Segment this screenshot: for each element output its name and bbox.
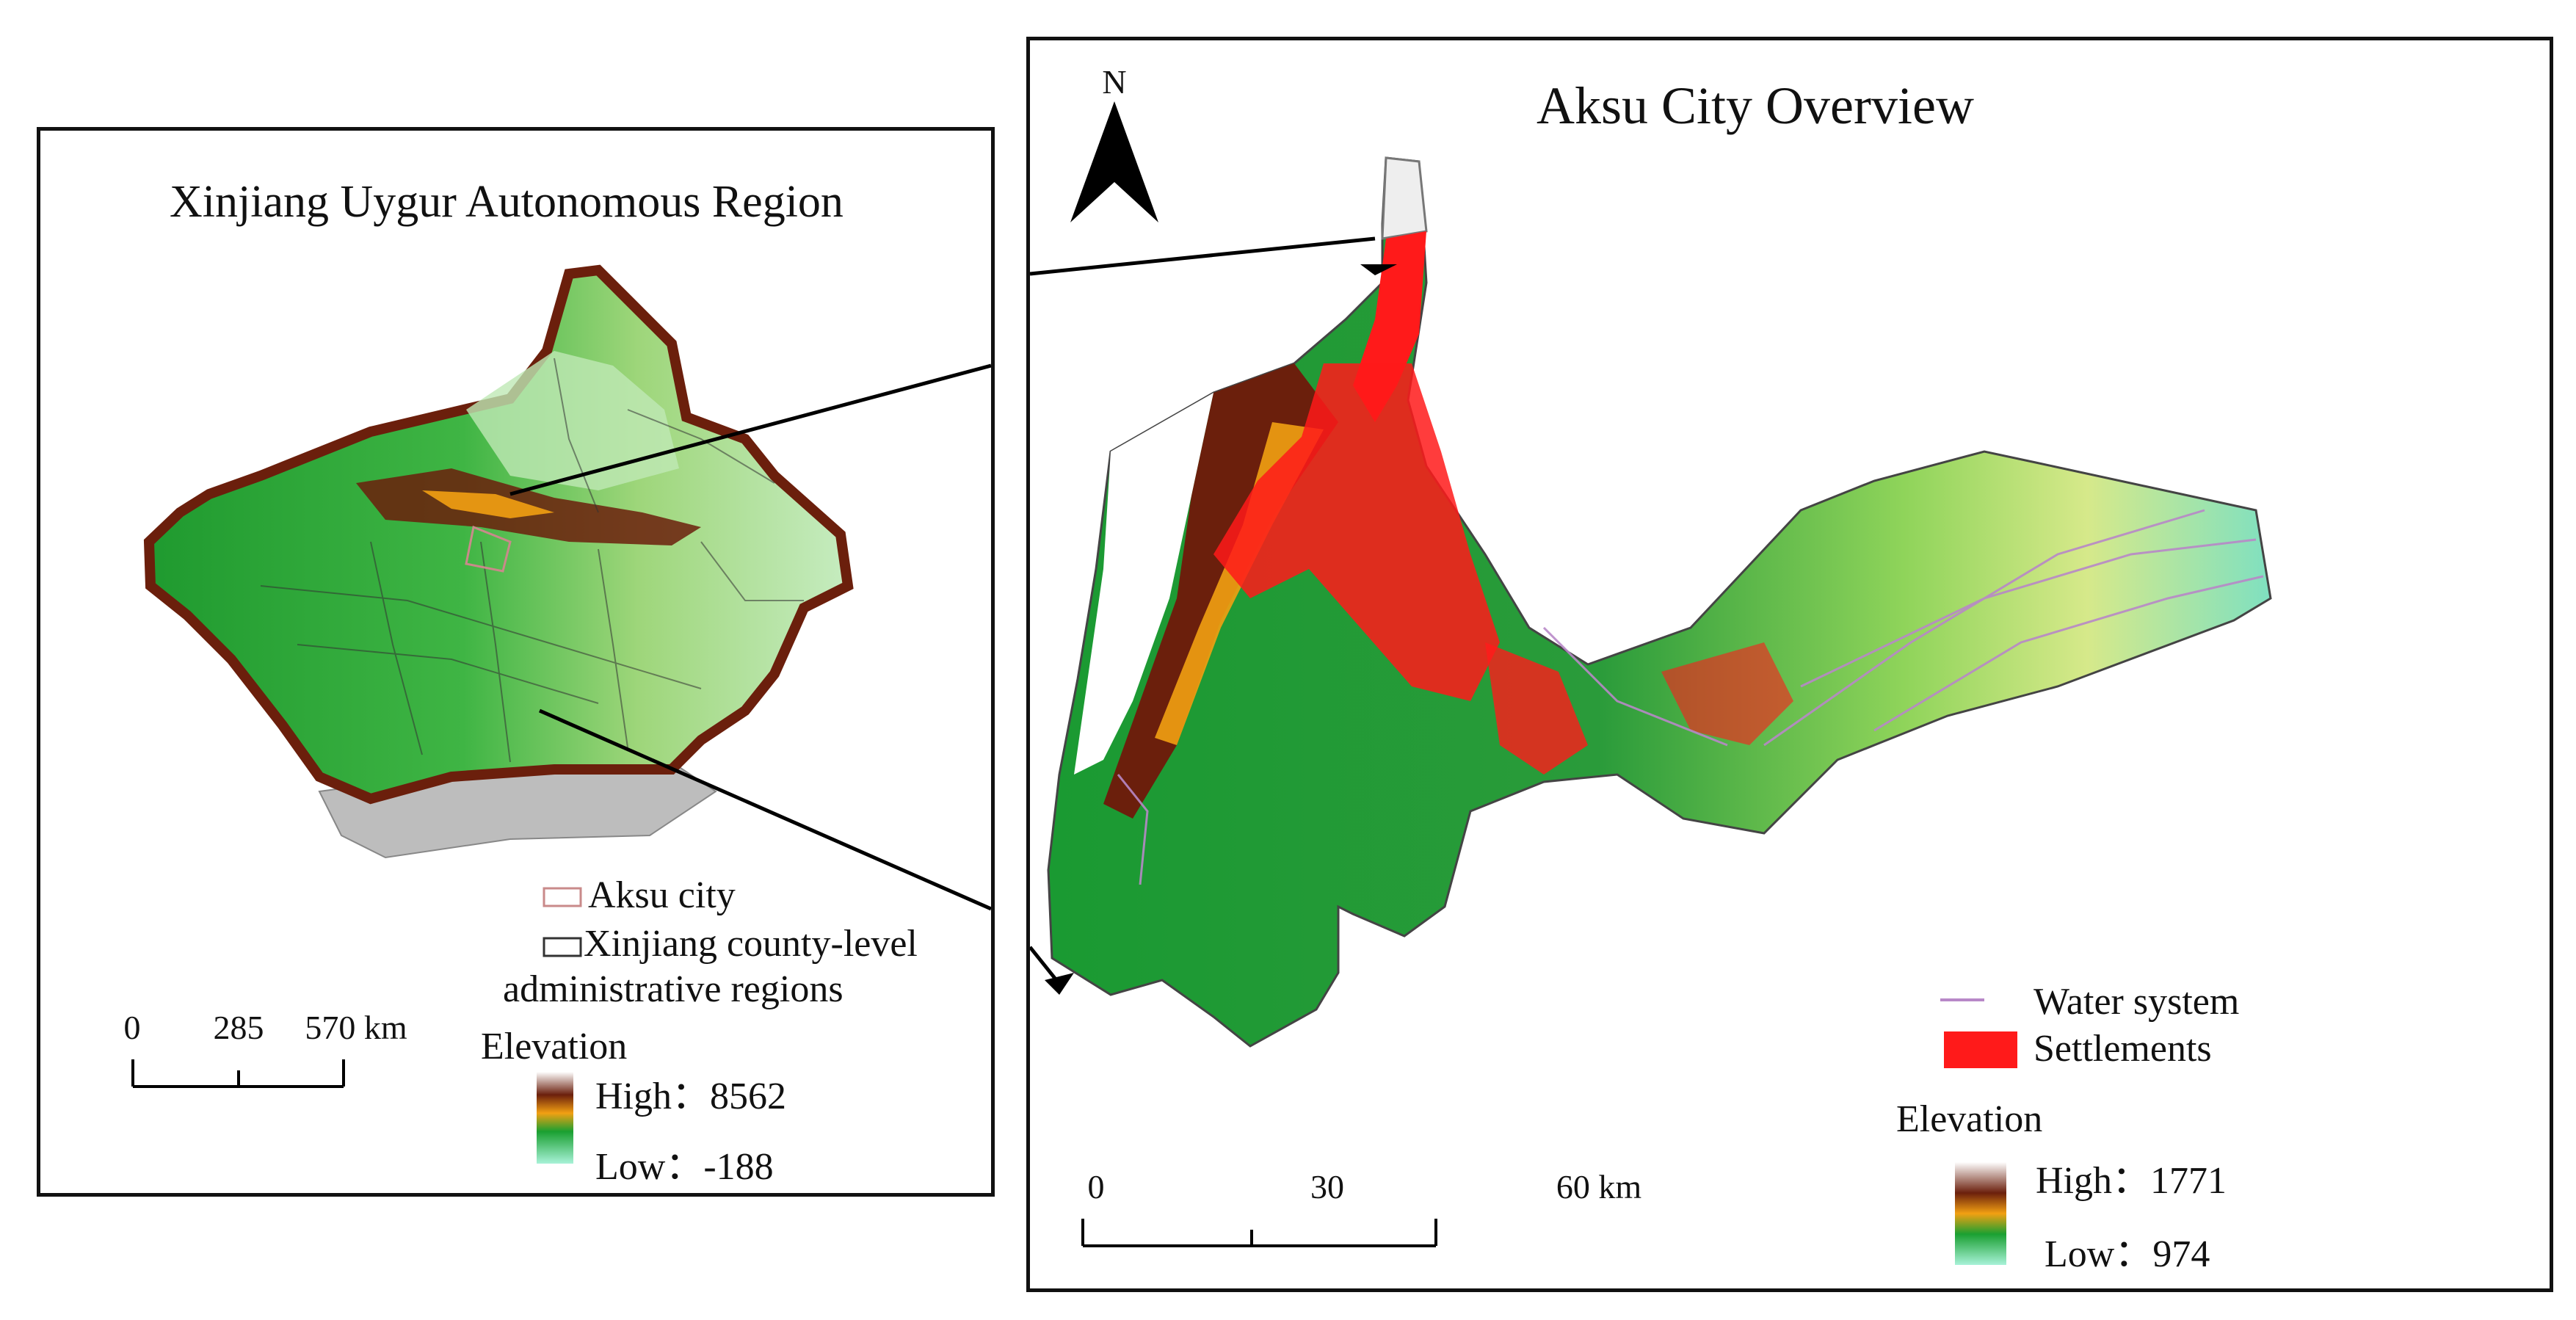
xinjiang-elevation-ramp bbox=[537, 1072, 573, 1164]
connector-arrowhead-top bbox=[1360, 264, 1397, 275]
xinjiang-elevation-title: Elevation bbox=[481, 1026, 628, 1067]
xinjiang-scale-tick-1: 285 bbox=[213, 1009, 264, 1046]
xinjiang-panel-title: Xinjiang Uygur Autonomous Region bbox=[170, 177, 843, 227]
connector-line-bottom bbox=[538, 708, 991, 911]
aksu-elevation-title: Elevation bbox=[1896, 1098, 2043, 1140]
xinjiang-panel: Xinjiang Uygur Autonomous Region bbox=[37, 127, 995, 1197]
aksu-elevation-ramp bbox=[1955, 1162, 2006, 1265]
aksu-panel: Aksu City Overview N bbox=[1026, 37, 2553, 1292]
aksu-scale-bar bbox=[1081, 1219, 1437, 1247]
xinjiang-scale-tick-0: 0 bbox=[123, 1009, 141, 1046]
aksu-scale-tick-1: 30 bbox=[1310, 1168, 1344, 1205]
aksu-scale-tick-0: 0 bbox=[1087, 1168, 1105, 1205]
aksu-map bbox=[1030, 156, 2272, 1265]
aksu-northern-strip bbox=[1381, 156, 1428, 240]
xinjiang-scale-tick-2: 570 km bbox=[305, 1009, 407, 1046]
aksu-scale-tick-2: 60 km bbox=[1556, 1168, 1642, 1205]
county-label-line1: Xinjiang county-level bbox=[584, 923, 918, 965]
county-boundary-swatch bbox=[543, 937, 582, 957]
settlements-layer bbox=[1213, 231, 1793, 775]
xinjiang-elevation-low: Low：-188 bbox=[595, 1146, 774, 1188]
xinjiang-county-boundaries bbox=[260, 358, 804, 763]
aksu-elevation-high: High：1771 bbox=[2036, 1160, 2227, 1202]
county-label-line2: administrative regions bbox=[503, 968, 843, 1010]
aksu-city-label: Aksu city bbox=[588, 874, 736, 916]
water-system-label: Water system bbox=[2033, 981, 2240, 1023]
aksu-panel-title: Aksu City Overview bbox=[1536, 76, 1974, 135]
settlements-label: Settlements bbox=[2033, 1028, 2212, 1070]
aksu-city-swatch bbox=[543, 887, 582, 907]
settlements-swatch bbox=[1944, 1031, 2017, 1068]
xinjiang-map bbox=[131, 264, 991, 1164]
xinjiang-scale-bar bbox=[131, 1059, 345, 1088]
north-arrow: N bbox=[1070, 62, 1158, 230]
connector-line-top bbox=[509, 363, 991, 496]
aksu-elevation-low: Low：974 bbox=[2045, 1233, 2210, 1275]
water-system-layer bbox=[1117, 509, 2264, 885]
north-arrow-icon bbox=[1070, 101, 1158, 222]
xinjiang-elevation-high: High：8562 bbox=[595, 1076, 787, 1117]
xinjiang-region-shape bbox=[143, 264, 854, 805]
xinjiang-aksu-outline bbox=[465, 525, 512, 573]
north-label: N bbox=[1102, 63, 1127, 101]
